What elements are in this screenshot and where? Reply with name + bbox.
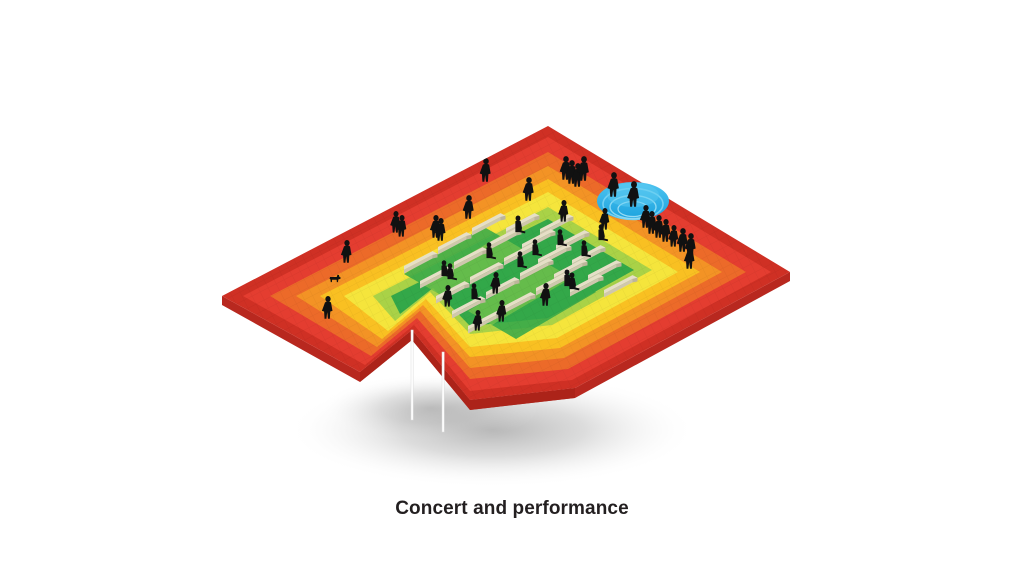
support-pole-left xyxy=(410,329,414,421)
support-poles xyxy=(410,329,445,433)
support-pole-right xyxy=(441,351,445,433)
surface-underside xyxy=(222,272,790,410)
figure-caption: Concert and performance xyxy=(395,498,629,519)
